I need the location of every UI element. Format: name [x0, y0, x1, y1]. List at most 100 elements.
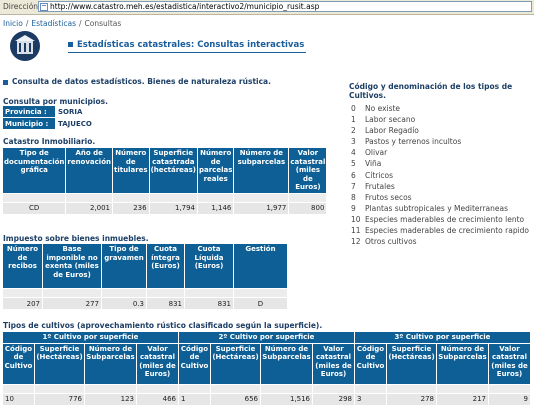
legend-code: 5 — [351, 159, 356, 169]
column-header: Gestión — [234, 244, 287, 288]
group-header: 2º Cultivo por superficie — [179, 332, 354, 343]
data-cell: 298 — [313, 393, 354, 405]
breadcrumb-link[interactable]: Inicio — [3, 19, 23, 28]
data-cell: 656 — [211, 393, 260, 405]
data-cell: 800 — [289, 202, 327, 214]
data-cell: 207 — [3, 298, 42, 309]
column-header: Superficie (Hectáreas) — [387, 343, 436, 384]
data-cell: CD — [3, 202, 66, 214]
column-header: Tipo de gravamen — [102, 244, 146, 288]
legend-item: 3 Pastos y terrenos incultos — [349, 137, 533, 148]
spacer-cell — [149, 193, 197, 202]
breadcrumb-link[interactable]: Estadísticas — [31, 19, 76, 28]
field-row: Municipio : TAJUECO — [3, 118, 120, 129]
legend-label: Cítricos — [365, 170, 394, 180]
breadcrumb-separator: / — [25, 19, 29, 28]
spacer-row — [3, 289, 287, 297]
column-header: Número de Subparcelas — [85, 343, 136, 384]
legend-label: Especies maderables de crecimiento rapid… — [365, 226, 530, 236]
section-title: Catastro Inmobiliario. — [3, 137, 96, 146]
data-cell: 831 — [185, 298, 233, 309]
legend-label: Olivar — [365, 148, 388, 158]
breadcrumb-separator: / — [78, 19, 82, 28]
data-cell: D — [234, 298, 287, 309]
legend-title: Código y denominación de los tipos de Cu… — [349, 82, 513, 100]
field-value: SORIA — [56, 106, 120, 117]
field-value: TAJUECO — [56, 118, 120, 129]
spacer-cell — [35, 384, 84, 393]
spacer-cell — [85, 384, 136, 393]
data-cell: 278 — [387, 393, 436, 405]
column-header: Número de Subparcelas — [437, 343, 488, 384]
field-row: Provincia : SORIA — [3, 106, 120, 117]
column-header: Base imponible no exenta (miles de Euros… — [43, 244, 101, 288]
spacer-cell — [211, 384, 260, 393]
legend-label: Frutales — [365, 181, 395, 191]
spacer-cell — [234, 193, 289, 202]
legend-item: 2 Labor Regadío — [349, 126, 533, 137]
legend-item: 5 Viña — [349, 159, 533, 170]
spacer-cell — [489, 384, 530, 393]
legend-item: 11 Especies maderables de crecimiento rap… — [349, 226, 533, 237]
legend-code: 3 — [351, 137, 356, 147]
column-header: Superficie (Hectáreas) — [35, 343, 84, 384]
legend-label: Labor secano — [365, 115, 416, 125]
legend-label: Especies maderables de crecimiento lento — [365, 214, 525, 224]
field-label: Municipio : — [3, 118, 55, 129]
data-cell: 1,977 — [234, 202, 289, 214]
data-row: 10 776 123 466 1 656 1,516 298 3 278 217 9 — [3, 393, 530, 405]
column-header: Cuota Líquida (Euros) — [185, 244, 233, 288]
spacer-cell — [179, 384, 210, 393]
spacer-cell — [66, 193, 112, 202]
legend-item: 10 Especies maderables de crecimiento len… — [349, 215, 533, 226]
data-row: CD 2,001 236 1,794 1,146 1,977 800 — [3, 202, 327, 214]
legend-item: 12 Otros cultivos — [349, 237, 533, 248]
spacer-cell — [3, 193, 66, 202]
legend-code: 10 — [351, 214, 361, 224]
data-cell: 9 — [489, 393, 530, 405]
spacer-cell — [113, 193, 149, 202]
legend-item: 7 Frutales — [349, 182, 533, 193]
legend-item: 4 Olivar — [349, 148, 533, 159]
spacer-cell — [43, 289, 101, 297]
data-cell: 3 — [355, 393, 386, 405]
legend-code: 9 — [351, 203, 356, 213]
legend-code: 7 — [351, 181, 356, 191]
ibi-table: Número de recibos Base imponible no exent… — [2, 243, 288, 310]
legend-item: 6 Cítricos — [349, 171, 533, 182]
spacer-cell — [313, 384, 354, 393]
spacer-cell — [437, 384, 488, 393]
data-cell: 466 — [137, 393, 178, 405]
column-header: Número de titulares — [113, 148, 149, 193]
address-url: http://www.catastro.meh.es/estadistica/i… — [50, 2, 320, 11]
breadcrumb: Inicio / Estadísticas / Consultas — [3, 19, 121, 28]
logo — [10, 31, 40, 61]
breadcrumb-current: Consultas — [84, 19, 122, 28]
legend-code: 8 — [351, 192, 356, 202]
column-header: Número de subparcelas — [234, 148, 289, 193]
legend-code: 2 — [351, 126, 356, 136]
spacer-row — [3, 193, 327, 202]
data-cell: 1,516 — [261, 393, 312, 405]
legend-item: 9 Plantas subtropicales y Mediterraneas — [349, 204, 533, 215]
legend-code: 4 — [351, 148, 356, 158]
data-cell: 1,794 — [149, 202, 197, 214]
spacer-cell — [102, 289, 146, 297]
address-input[interactable] — [38, 1, 532, 12]
legend-code: 0 — [351, 104, 356, 113]
column-header: Cuota íntegra (Euros) — [147, 244, 184, 288]
data-cell: 123 — [85, 393, 136, 405]
column-header: Código de Cultivo — [355, 343, 386, 384]
legend-item: 0 No existe — [349, 104, 533, 115]
column-header: Código de Cultivo — [3, 343, 34, 384]
spacer-cell — [147, 289, 184, 297]
data-cell: 10 — [3, 393, 34, 405]
spacer-row — [3, 384, 530, 393]
page-icon — [40, 3, 48, 11]
group-header-row: 1º Cultivo por superficie 2º Cultivo por … — [3, 332, 530, 343]
cultivos-table: 1º Cultivo por superficie 2º Cultivo por … — [2, 331, 531, 406]
legend-label: Otros cultivos — [365, 237, 417, 247]
legend-code: 12 — [351, 237, 361, 247]
page-title-text: Estadísticas catastrales: Consultas inte… — [77, 40, 305, 50]
